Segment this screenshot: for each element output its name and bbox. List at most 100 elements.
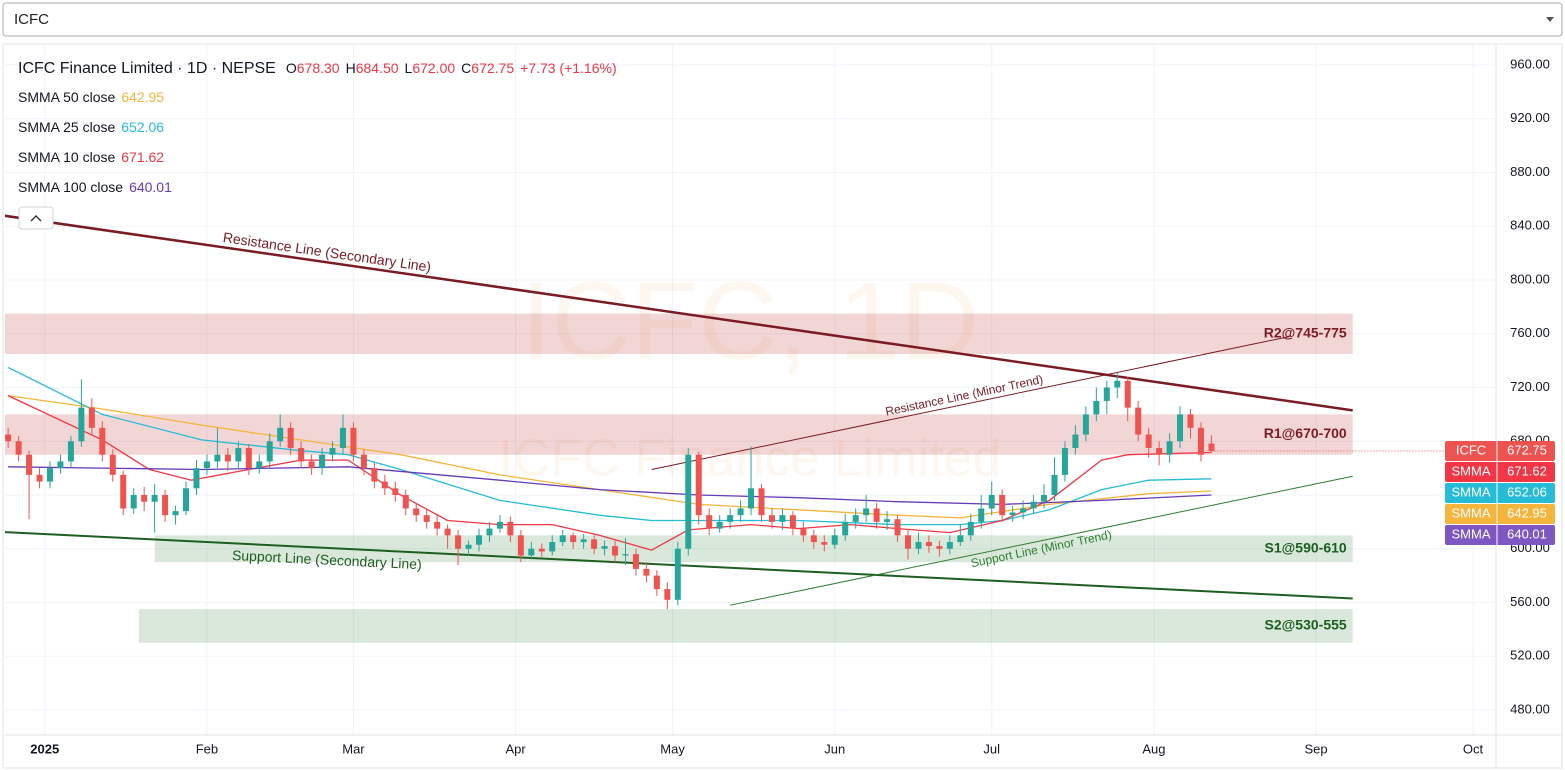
candle-body <box>350 427 357 455</box>
candle-body <box>455 535 462 549</box>
zone-label: S2@530-555 <box>1265 617 1347 633</box>
ohlc-value: 678.30 <box>297 60 340 76</box>
candle-body <box>643 568 650 576</box>
price-tag-value: 652.06 <box>1507 484 1547 499</box>
zone <box>5 313 1353 354</box>
candle-body <box>1041 495 1048 502</box>
y-tick-label: 720.00 <box>1510 379 1550 394</box>
candle-body <box>580 539 587 543</box>
candle-body <box>151 495 158 502</box>
symbol-select-text: ICFC <box>14 11 49 28</box>
x-tick-label: Apr <box>506 741 527 756</box>
candle-body <box>559 535 566 543</box>
x-tick-label: Mar <box>342 741 365 756</box>
price-tag <box>1445 504 1555 525</box>
candle-body <box>413 508 420 516</box>
candle-body <box>507 521 514 536</box>
legend-name: SMMA 50 close <box>18 89 115 105</box>
candle-body <box>434 521 441 529</box>
price-tag <box>1445 525 1555 546</box>
candle-body <box>465 544 472 549</box>
candle-body <box>1051 474 1058 496</box>
candle-body <box>486 528 493 536</box>
candle-body <box>277 427 284 442</box>
candle-body <box>245 447 252 469</box>
x-tick-label: Aug <box>1142 741 1165 756</box>
candle-body <box>737 508 744 516</box>
candle-body <box>1009 512 1016 516</box>
candle-body <box>622 554 629 556</box>
moving-average-line <box>7 366 1212 526</box>
candle-body <box>193 468 200 489</box>
candle-body <box>978 508 985 522</box>
watermark: ICFC, 1D ICFC Finance Limited <box>499 260 1002 488</box>
candle-body <box>1114 380 1121 388</box>
candle-body <box>88 407 95 428</box>
legend-name: SMMA 25 close <box>18 119 115 135</box>
collapse-legend-button[interactable] <box>18 206 54 230</box>
candle-body <box>748 488 755 509</box>
candle-body <box>402 495 409 509</box>
price-tag-label: SMMA <box>1452 505 1491 520</box>
candle-body <box>1145 434 1152 448</box>
y-tick-label: 480.00 <box>1510 701 1550 716</box>
candle-body <box>26 454 33 475</box>
ohlc-value: 672.75 <box>471 60 514 76</box>
candle-body <box>109 454 116 475</box>
price-tag <box>1445 483 1555 504</box>
candle-body <box>36 474 43 482</box>
price-tag-value: 672.75 <box>1507 442 1547 457</box>
candle-body <box>967 521 974 536</box>
symbol-select[interactable] <box>2 2 1563 37</box>
plot-area: R2@745-775 R1@670-700 S1@590-610 S2@530-555… <box>5 214 1495 643</box>
candle-body <box>15 441 22 455</box>
candle-body <box>266 441 273 462</box>
candle-body <box>319 454 326 469</box>
candle-body <box>496 521 503 529</box>
candle-body <box>57 461 64 469</box>
candle-body <box>1135 407 1142 435</box>
candle-body <box>768 515 775 522</box>
x-tick-label: Feb <box>196 741 218 756</box>
candle-body <box>183 488 190 512</box>
y-tick-label: 520.00 <box>1510 648 1550 663</box>
price-change: +7.73 (+1.16%) <box>520 60 617 76</box>
candle-body <box>800 528 807 536</box>
candle-body <box>538 548 545 552</box>
y-tick-label: 960.00 <box>1510 56 1550 71</box>
y-tick-label: 880.00 <box>1510 164 1550 179</box>
x-tick-label: Oct <box>1463 741 1484 756</box>
price-tag-label: SMMA <box>1452 526 1491 541</box>
dropdown-caret <box>1546 17 1554 22</box>
candle-body <box>1030 501 1037 509</box>
candle-body <box>162 495 169 516</box>
price-tag <box>1445 462 1555 483</box>
candle-body <box>612 546 619 556</box>
candle-body <box>570 535 577 543</box>
y-tick-label: 920.00 <box>1510 110 1550 125</box>
ohlc-key: H <box>346 60 356 76</box>
candle-body <box>224 454 231 462</box>
x-tick-label: Jul <box>983 741 1000 756</box>
candle-body <box>444 528 451 536</box>
candle-body <box>256 461 263 469</box>
chart-header: ICFC Finance Limited · 1D · NEPSE O678.30… <box>18 60 617 78</box>
price-tag-value: 671.62 <box>1507 463 1547 478</box>
candle-body <box>5 434 12 442</box>
x-tick-label: May <box>660 741 685 756</box>
chart-title: ICFC Finance Limited · 1D · NEPSE <box>18 60 276 77</box>
candle-body <box>653 575 660 590</box>
candle-body <box>1156 447 1163 455</box>
candle-body <box>130 495 137 509</box>
candle-body <box>758 488 765 516</box>
candle-body <box>1187 414 1194 428</box>
candle-body <box>591 539 598 549</box>
candle-body <box>235 447 242 462</box>
watermark-subtitle: ICFC Finance Limited <box>499 430 1002 488</box>
legend-value: 652.06 <box>121 119 164 135</box>
candle-body <box>360 454 367 469</box>
ohlc-key: L <box>405 60 413 76</box>
candle-body <box>203 461 210 469</box>
candle-body <box>308 461 315 469</box>
